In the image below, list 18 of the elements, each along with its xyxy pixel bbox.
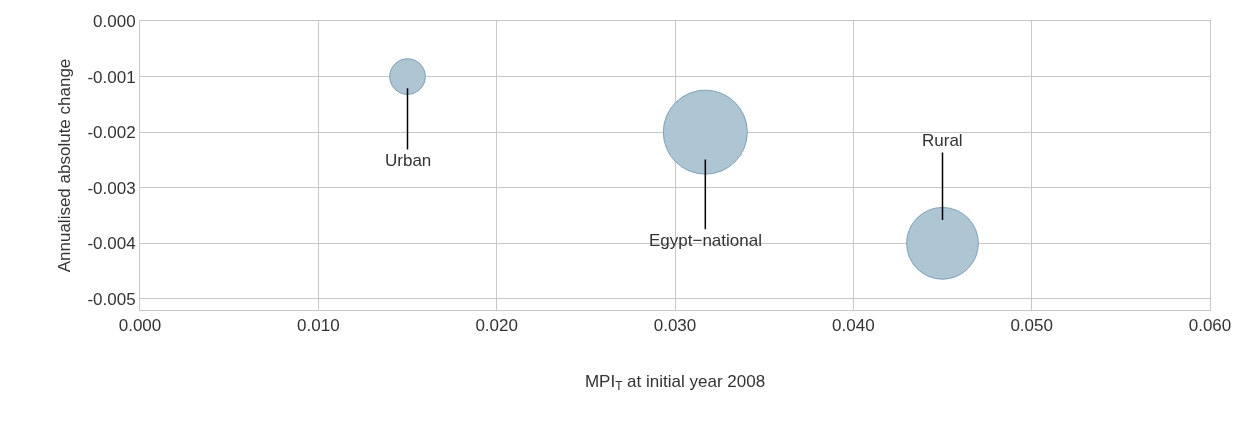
y-tick-label: -0.004 [87, 234, 136, 254]
x-axis-title: MPI$_{T}$ at initial year 2008 [584, 371, 766, 394]
annotation: Urban [385, 151, 432, 170]
y-tick-label: -0.005 [87, 289, 136, 309]
y-tick-label: -0.003 [87, 178, 136, 198]
x-tick-label: 0.030 [653, 316, 697, 336]
x-tick-label: 0.060 [1188, 316, 1232, 336]
y-tick-label: -0.001 [87, 67, 136, 87]
x-tick-label: 0.000 [118, 316, 162, 336]
x-tick-label: 0.050 [1010, 316, 1053, 336]
x-tick-label: 0.040 [832, 316, 875, 336]
annotation: Rural [922, 131, 963, 150]
annotation: Egypt−national [649, 231, 762, 250]
y-tick-label: -0.002 [87, 123, 136, 143]
y-axis-title: Annualised absolute change [54, 58, 74, 273]
x-tick-label: 0.020 [475, 316, 518, 336]
y-tick-label: 0.000 [93, 11, 136, 31]
x-tick-label: 0.010 [297, 316, 340, 336]
